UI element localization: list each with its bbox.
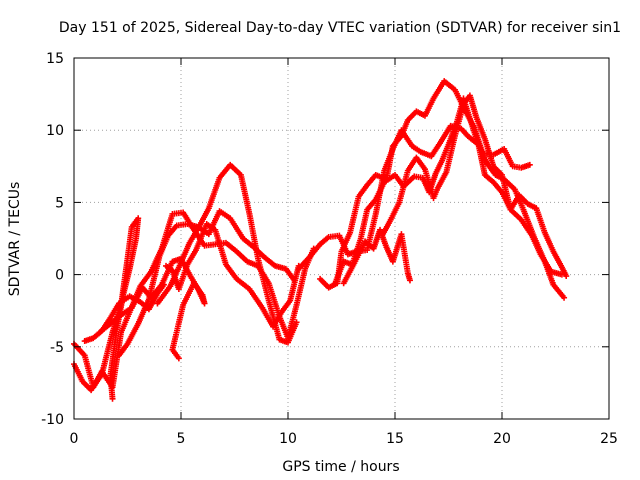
axis-ticks: 0 5 10 15 20 25 -10 -5 0 5 10 15: [41, 51, 618, 447]
x-tick-label: 15: [386, 431, 404, 447]
x-tick-label: 0: [70, 431, 79, 447]
data-marks: [71, 78, 570, 402]
series-satellite-track-6: [163, 221, 302, 330]
y-axis-label: SDTVAR / TECUs: [7, 182, 23, 297]
data-point: [160, 281, 167, 288]
y-tick-label: -10: [41, 412, 64, 428]
x-tick-label: 10: [279, 431, 297, 447]
data-point: [293, 319, 300, 326]
x-tick-label: 20: [493, 431, 511, 447]
series-satellite-track-5: [154, 161, 300, 346]
x-axis-label: GPS time / hours: [282, 459, 399, 475]
series-satellite-track-3: [71, 215, 142, 402]
data-point: [563, 273, 570, 280]
x-tick-label: 25: [600, 431, 618, 447]
series-satellite-track-7: [317, 78, 533, 291]
data-point: [561, 294, 568, 301]
data-point: [406, 277, 413, 284]
series-satellite-track-12: [81, 281, 167, 345]
series-satellite-track-10: [379, 92, 570, 280]
data-point: [526, 161, 533, 168]
y-tick-label: 10: [46, 123, 64, 139]
data-point: [175, 355, 182, 362]
series-satellite-track-11: [340, 226, 413, 287]
y-tick-label: -5: [50, 340, 64, 356]
plot-frame: [73, 57, 610, 420]
y-tick-label: 0: [55, 268, 64, 284]
chart-title: Day 151 of 2025, Sidereal Day-to-day VTE…: [59, 20, 621, 36]
x-tick-label: 5: [177, 431, 186, 447]
data-point: [109, 395, 116, 402]
y-tick-label: 5: [55, 195, 64, 211]
y-tick-label: 15: [46, 51, 64, 67]
